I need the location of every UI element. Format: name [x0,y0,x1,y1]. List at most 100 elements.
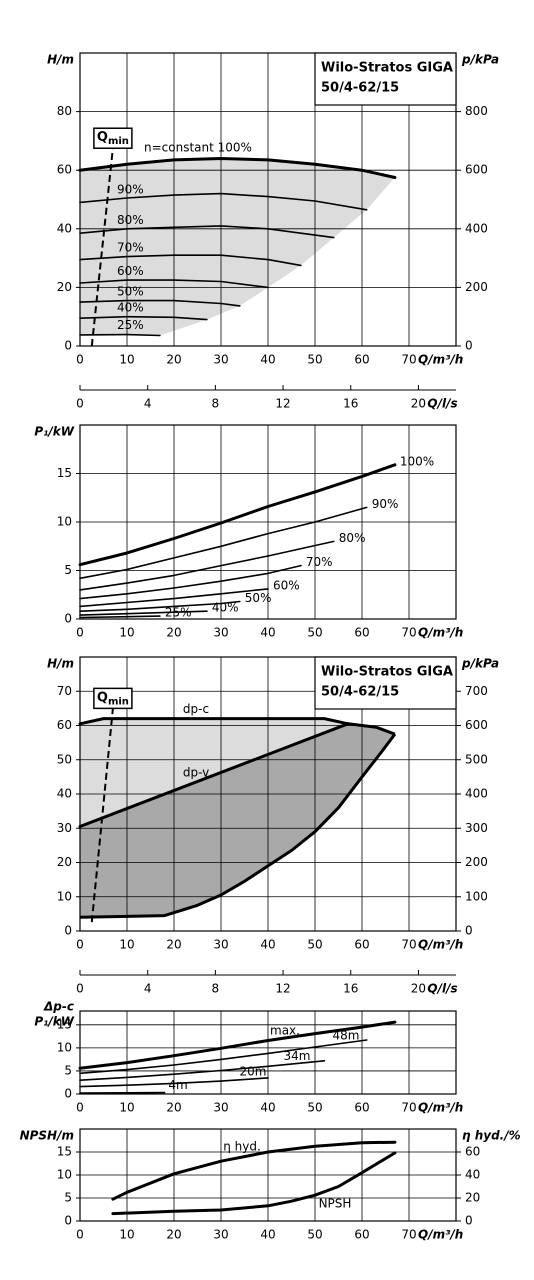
x-axis-label: Q/m³/h [418,626,463,640]
curve [111,1151,397,1216]
curve [79,1039,368,1075]
operating-area [80,158,395,336]
y-tick-label: 70 [57,684,72,698]
y2-tick-label: 800 [465,104,488,118]
curve [79,192,368,211]
curve [79,506,368,580]
x2-tick-label: 12 [275,982,290,996]
y-tick-label: 5 [64,1191,72,1205]
x2-tick-label: 8 [212,982,220,996]
min-curve [79,733,397,919]
curve-label: 90% [372,497,399,511]
y2-tick-label: 200 [465,855,488,869]
x-tick-label: 0 [76,353,84,367]
y-tick-label: 0 [64,1214,72,1228]
x2-tick-label: 12 [275,397,290,411]
curve [79,610,208,616]
curve [79,315,208,321]
qmin-label: Qmin [97,130,129,148]
x-tick-label: 70 [401,626,416,640]
dpv-area [80,723,395,918]
y2-axis-label: p/kPa [461,53,499,67]
curve [111,1140,397,1201]
x-tick-label: 30 [213,1228,228,1242]
x-tick-label: 50 [307,1101,322,1115]
y2-tick-label: 200 [465,280,488,294]
x-tick-label: 30 [213,626,228,640]
curve [78,463,397,567]
x2-axis-label: Q/l/s [427,397,457,411]
y-axis-label: P₁/kW [34,1015,74,1029]
y-axis-label: H/m [47,657,74,671]
curve [78,1020,397,1070]
curve-label: 40% [117,300,144,314]
y-tick-label: 5 [64,563,72,577]
curve-label: 90% [117,182,144,196]
y-axis-label: Δp-c [43,1000,74,1014]
curve-label: 40% [212,601,239,615]
x-axis-label: Q/m³/h [418,353,463,367]
qmin-label: Qmin [97,690,129,708]
curve-label: 100% [400,454,434,468]
y-tick-label: 40 [57,221,72,235]
y-tick-label: 0 [64,1087,72,1101]
curve [79,588,269,608]
x-tick-label: 50 [307,1228,322,1242]
curve [79,1060,326,1081]
x-tick-label: 70 [401,1228,416,1242]
y2-tick-label: 0 [465,1214,473,1228]
curve-label: 50% [245,591,272,605]
chart-subtitle: 50/4-62/15 [321,685,399,700]
y-tick-label: 0 [64,924,72,938]
x-tick-label: 40 [260,938,275,952]
x-tick-label: 20 [166,353,181,367]
plot-frame [79,656,457,932]
y2-axis-label: p/kPa [461,657,499,671]
x2-tick-label: 16 [343,982,358,996]
y2-tick-label: 300 [465,821,488,835]
y-axis-label: P₁/kW [34,425,74,439]
curve [78,717,350,726]
title-box [314,52,457,106]
x2-tick-label: 20 [411,982,426,996]
curve-label: 20m [240,1064,267,1078]
curve [79,540,335,591]
x2-tick-label: 0 [76,397,84,411]
y2-tick-label: 700 [465,684,488,698]
curve-label: 80% [117,213,144,227]
curve-label: 25% [165,606,192,620]
x-tick-label: 60 [354,353,369,367]
curve [79,564,302,600]
qmin-sub: min [108,136,129,147]
qmin-box [93,687,133,710]
y-tick-label: 20 [57,855,72,869]
x2-tick-label: 0 [76,982,84,996]
x-tick-label: 30 [213,1101,228,1115]
x-tick-label: 50 [307,353,322,367]
curve-label: n=constant 100% [144,141,252,155]
x-tick-label: 70 [401,938,416,952]
chart-title: Wilo-Stratos GIGA [321,665,453,680]
curve-label: max. [270,1024,300,1038]
x-axis-label: Q/m³/h [418,938,463,952]
y-axis-label: H/m [47,53,74,67]
x-tick-label: 20 [166,1101,181,1115]
y2-tick-label: 60 [465,1145,480,1159]
y-tick-label: 40 [57,787,72,801]
x-axis-label: Q/m³/h [418,1228,463,1242]
x-tick-label: 10 [119,353,134,367]
y-tick-label: 15 [57,1145,72,1159]
curve [79,225,335,239]
chart-subtitle: 50/4-62/15 [321,81,399,96]
y-tick-label: 15 [57,1017,72,1031]
plot-frame [79,1128,457,1222]
curve [78,157,397,179]
x-tick-label: 50 [307,938,322,952]
plot-frame [79,1010,457,1095]
qmin-box [93,127,133,149]
curve-label: NPSH [319,1196,352,1210]
y2-tick-label: 500 [465,752,488,766]
curve-label: 60% [273,578,300,592]
